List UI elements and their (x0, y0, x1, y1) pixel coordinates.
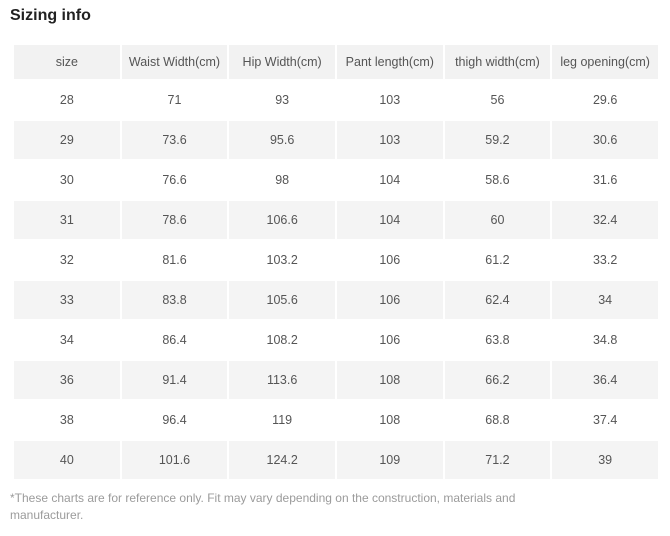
table-cell: 68.8 (444, 401, 551, 439)
table-cell: 60 (444, 201, 551, 239)
sizing-table: size Waist Width(cm) Hip Width(cm) Pant len… (12, 43, 660, 481)
sizing-table-head: size Waist Width(cm) Hip Width(cm) Pant len… (14, 45, 658, 79)
table-cell: 106 (336, 281, 443, 319)
table-cell: 34 (552, 281, 658, 319)
table-cell: 95.6 (229, 121, 335, 159)
table-cell: 71 (121, 81, 228, 119)
table-cell: 63.8 (444, 321, 551, 359)
table-cell: 113.6 (229, 361, 335, 399)
table-row-size-31: 31 78.6 106.6 104 60 32.4 (14, 201, 658, 239)
table-cell: 109 (336, 441, 443, 479)
table-cell: 34.8 (552, 321, 658, 359)
table-cell: 36.4 (552, 361, 658, 399)
table-cell: 76.6 (121, 161, 228, 199)
table-cell: 32 (14, 241, 120, 279)
column-header-hip-width-cm: Hip Width(cm) (229, 45, 335, 79)
table-row-size-29: 29 73.6 95.6 103 59.2 30.6 (14, 121, 658, 159)
table-cell: 30 (14, 161, 120, 199)
table-cell: 71.2 (444, 441, 551, 479)
table-cell: 40 (14, 441, 120, 479)
table-cell: 32.4 (552, 201, 658, 239)
table-cell: 105.6 (229, 281, 335, 319)
column-header-leg-opening-cm: leg opening(cm) (552, 45, 658, 79)
table-cell: 104 (336, 201, 443, 239)
table-cell: 56 (444, 81, 551, 119)
table-row-size-32: 32 81.6 103.2 106 61.2 33.2 (14, 241, 658, 279)
column-header-thigh-width-cm: thigh width(cm) (444, 45, 551, 79)
table-cell: 108 (336, 361, 443, 399)
table-cell: 104 (336, 161, 443, 199)
table-cell: 61.2 (444, 241, 551, 279)
table-cell: 58.6 (444, 161, 551, 199)
table-header-row: size Waist Width(cm) Hip Width(cm) Pant len… (14, 45, 658, 79)
table-cell: 96.4 (121, 401, 228, 439)
table-cell: 29.6 (552, 81, 658, 119)
table-cell: 31.6 (552, 161, 658, 199)
table-row-size-28: 28 71 93 103 56 29.6 (14, 81, 658, 119)
table-cell: 119 (229, 401, 335, 439)
sizing-table-body: 28 71 93 103 56 29.6 29 73.6 95.6 103 59.2 30.6 30 76… (14, 81, 658, 479)
table-cell: 30.6 (552, 121, 658, 159)
table-row-size-30: 30 76.6 98 104 58.6 31.6 (14, 161, 658, 199)
table-row-size-38: 38 96.4 119 108 68.8 37.4 (14, 401, 658, 439)
table-cell: 28 (14, 81, 120, 119)
table-row-size-36: 36 91.4 113.6 108 66.2 36.4 (14, 361, 658, 399)
table-cell: 108.2 (229, 321, 335, 359)
table-cell: 38 (14, 401, 120, 439)
table-cell: 29 (14, 121, 120, 159)
table-cell: 31 (14, 201, 120, 239)
table-cell: 93 (229, 81, 335, 119)
table-row-size-34: 34 86.4 108.2 106 63.8 34.8 (14, 321, 658, 359)
table-cell: 124.2 (229, 441, 335, 479)
table-cell: 86.4 (121, 321, 228, 359)
section-title: Sizing info (10, 7, 91, 24)
table-cell: 106 (336, 241, 443, 279)
table-cell: 59.2 (444, 121, 551, 159)
table-cell: 106 (336, 321, 443, 359)
table-cell: 73.6 (121, 121, 228, 159)
table-cell: 33 (14, 281, 120, 319)
table-cell: 62.4 (444, 281, 551, 319)
column-header-pant-length-cm: Pant length(cm) (336, 45, 443, 79)
table-cell: 37.4 (552, 401, 658, 439)
table-cell: 101.6 (121, 441, 228, 479)
table-cell: 34 (14, 321, 120, 359)
table-row-size-40: 40 101.6 124.2 109 71.2 39 (14, 441, 658, 479)
column-header-size: size (14, 45, 120, 79)
table-cell: 33.2 (552, 241, 658, 279)
table-cell: 39 (552, 441, 658, 479)
table-cell: 78.6 (121, 201, 228, 239)
table-cell: 83.8 (121, 281, 228, 319)
table-cell: 66.2 (444, 361, 551, 399)
table-cell: 108 (336, 401, 443, 439)
table-cell: 106.6 (229, 201, 335, 239)
table-cell: 36 (14, 361, 120, 399)
table-cell: 103 (336, 121, 443, 159)
table-cell: 91.4 (121, 361, 228, 399)
column-header-waist-width-cm: Waist Width(cm) (121, 45, 228, 79)
disclaimer-footnote: *These charts are for reference only. Fi… (10, 491, 516, 522)
table-cell: 103 (336, 81, 443, 119)
table-cell: 98 (229, 161, 335, 199)
table-cell: 103.2 (229, 241, 335, 279)
table-cell: 81.6 (121, 241, 228, 279)
table-row-size-33: 33 83.8 105.6 106 62.4 34 (14, 281, 658, 319)
